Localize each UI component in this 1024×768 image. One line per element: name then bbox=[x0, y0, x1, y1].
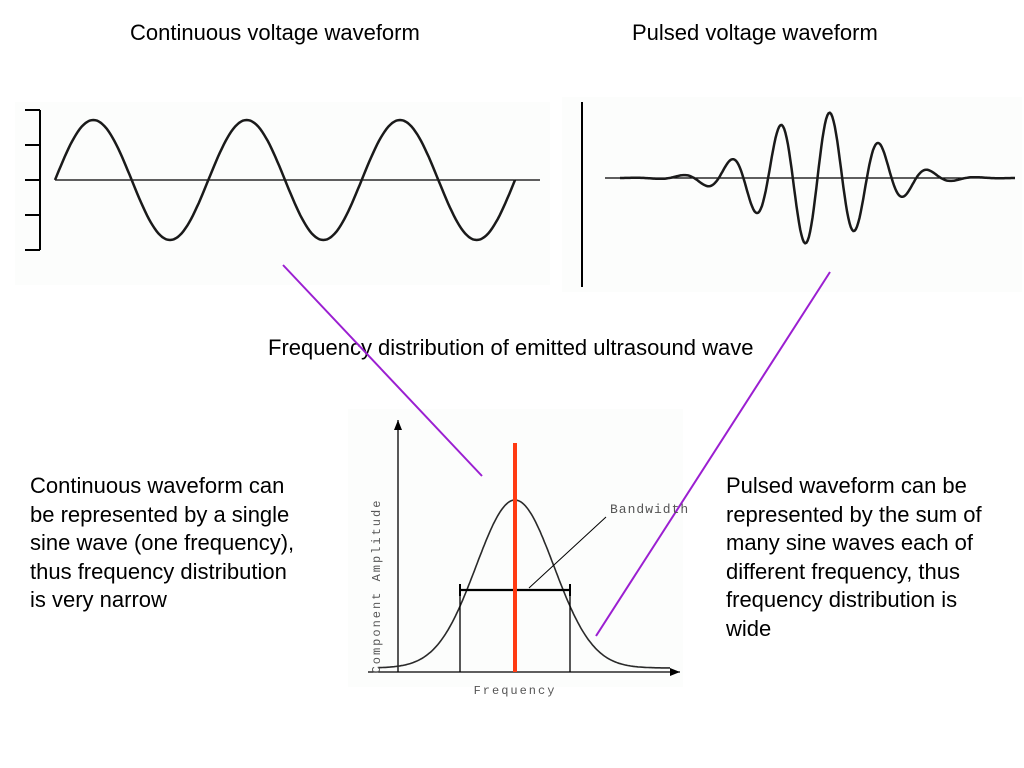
bandwidth-label: Bandwidth bbox=[610, 502, 689, 517]
panel-bg bbox=[15, 102, 550, 285]
freq-x-label: Frequency bbox=[474, 684, 557, 698]
panel-bg bbox=[562, 97, 1022, 292]
diagram-canvas: Bandwidth Frequency Component Amplitude bbox=[0, 0, 1024, 768]
freq-y-label: Component Amplitude bbox=[370, 499, 384, 674]
